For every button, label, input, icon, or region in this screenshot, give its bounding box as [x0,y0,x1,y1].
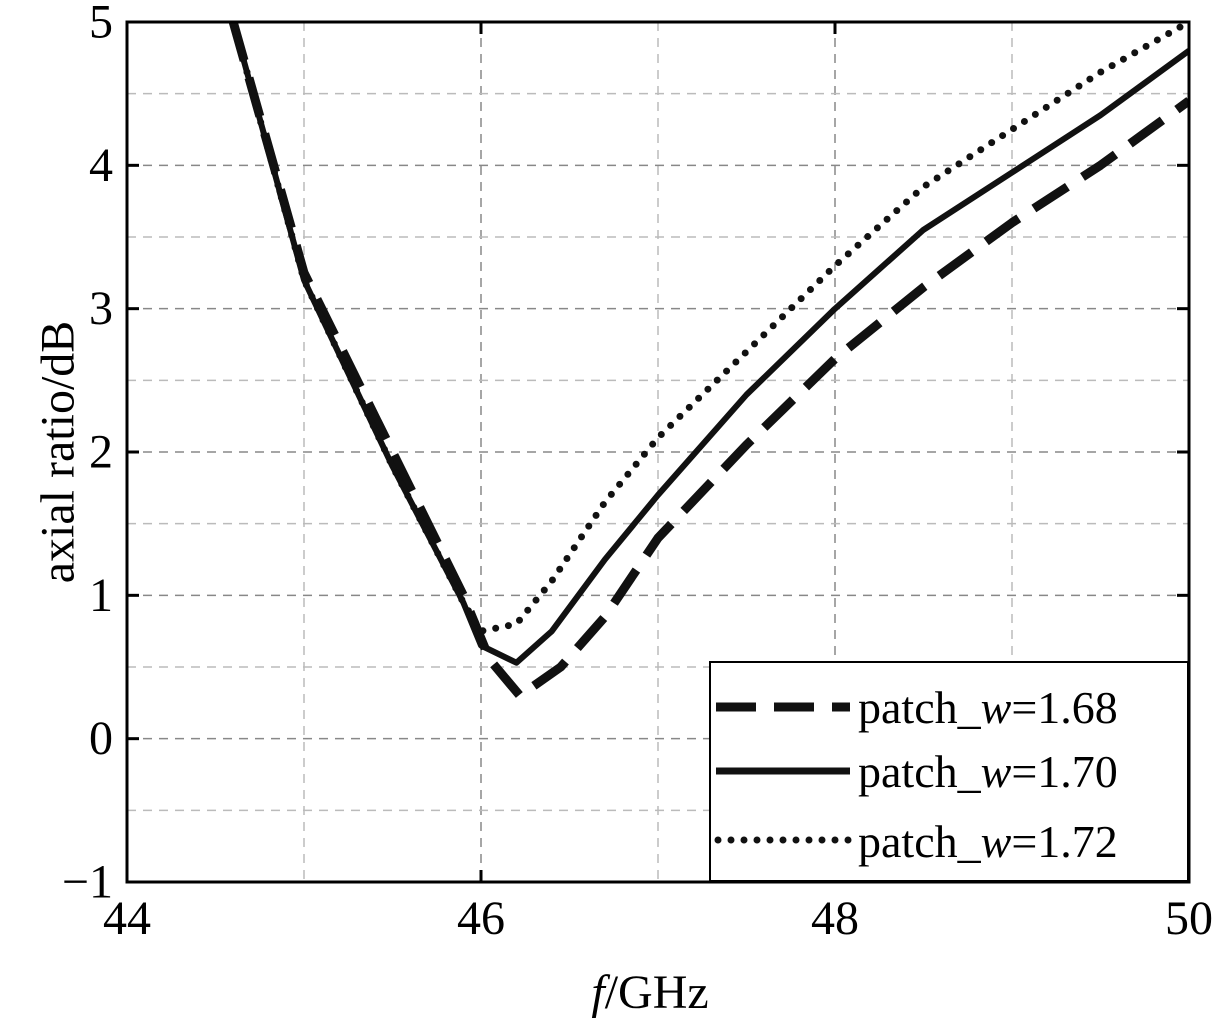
y-axis-label: axial ratio/dB [32,321,85,584]
x-tick-label: 46 [457,892,505,945]
y-tick-label: 5 [89,0,113,49]
y-tick-label: 3 [89,282,113,335]
y-tick-label: −1 [62,856,113,909]
y-tick-label: 4 [89,139,113,192]
series-group [228,22,1189,701]
x-tick-label: 48 [811,892,859,945]
x-tick-label: 44 [103,892,151,945]
series-line-dotted [229,22,1189,635]
x-axis-label: f/GHz [591,966,708,1019]
legend-label-2: patch_w=1.70 [858,746,1118,797]
y-tick-label: 2 [89,426,113,479]
legend-label-1: patch_w=1.68 [858,682,1118,733]
x-axis-label-unit: /GHz [605,966,709,1019]
series-line-solid [230,22,1189,666]
ticks: 44 46 48 50 −1 0 1 2 3 4 5 [62,0,1213,945]
x-tick-label: 50 [1165,892,1213,945]
legend-label-3: patch_w=1.72 [858,816,1118,867]
legend: patch_w=1.68 patch_w=1.70 patch_w=1.72 [709,661,1189,882]
y-tick-label: 1 [89,569,113,622]
y-tick-label: 0 [89,712,113,765]
grid [127,22,1189,882]
